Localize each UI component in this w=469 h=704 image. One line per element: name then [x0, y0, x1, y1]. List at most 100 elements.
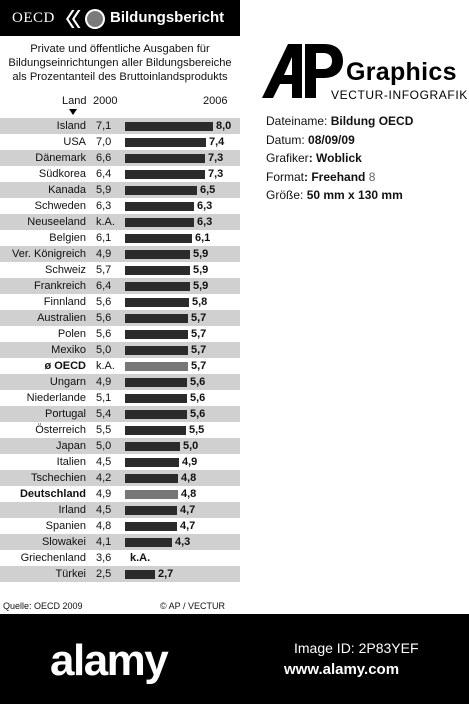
- country-label: Ungarn: [49, 376, 86, 388]
- country-label: Ver. Königreich: [12, 248, 86, 260]
- value-2006-label: 7,3: [208, 168, 224, 180]
- subtitle-line: als Prozentanteil des Bruttoinlandsprodu…: [12, 71, 228, 83]
- value-2000: 5,0: [96, 344, 112, 356]
- country-label: Kanada: [48, 184, 86, 196]
- bar-2006: [125, 346, 188, 355]
- bar-2006: [125, 250, 190, 259]
- country-label: Japan: [56, 440, 86, 452]
- table-row: Dänemark 6,6 7,3: [0, 150, 240, 166]
- chart-subtitle: Private und öffentliche Ausgaben für Bil…: [0, 42, 240, 84]
- table-row: ø OECD k.A. 5,7: [0, 358, 240, 374]
- country-label: Australien: [37, 312, 86, 324]
- value-2000: 6,4: [96, 280, 112, 292]
- meta-groesse: Größe: 50 mm x 130 mm: [266, 186, 413, 205]
- table-row: Italien 4,5 4,9: [0, 454, 240, 470]
- meta-value: : Woblick: [308, 151, 362, 166]
- table-row: Tschechien 4,2 4,8: [0, 470, 240, 486]
- value-2000: 5,0: [96, 440, 112, 452]
- bar-2006: [125, 314, 188, 323]
- table-row: Japan 5,0 5,0: [0, 438, 240, 454]
- meta-label: Größe:: [266, 188, 304, 203]
- value-2006-label: 5,6: [190, 408, 206, 420]
- table-row: Österreich 5,5 5,5: [0, 422, 240, 438]
- value-2006-label: 6,3: [197, 216, 213, 228]
- country-label: Südkorea: [38, 168, 86, 180]
- value-2000: 5,5: [96, 424, 112, 436]
- country-label: Österreich: [35, 424, 86, 436]
- country-label: Polen: [57, 328, 86, 340]
- country-label: Portugal: [45, 408, 86, 420]
- column-header-land: Land: [62, 95, 87, 107]
- value-2000: 5,4: [96, 408, 112, 420]
- value-2006-label: 5,9: [193, 280, 209, 292]
- value-2006-label: 5,0: [183, 440, 199, 452]
- bar-2006: [125, 138, 206, 147]
- country-label: Belgien: [49, 232, 86, 244]
- value-2000: 6,1: [96, 232, 112, 244]
- meta-format-version: 8: [368, 169, 376, 184]
- bar-2006: [125, 570, 155, 579]
- table-row: Griechenland 3,6 k.A.: [0, 550, 240, 566]
- value-2006-label: 4,8: [181, 488, 197, 500]
- value-2006-label: 4,9: [182, 456, 198, 468]
- ap-graphics-logo: Graphics VECTUR-INFOGRAFIK: [262, 44, 468, 102]
- bar-2006: [125, 362, 188, 371]
- bar-2006: [125, 330, 188, 339]
- table-row: Neuseeland k.A. 6,3: [0, 214, 240, 230]
- value-2000: 5,6: [96, 312, 112, 324]
- image-id: Image ID: 2P83YEF: [294, 640, 419, 656]
- meta-label: Datum:: [266, 132, 305, 147]
- value-2006-label: 6,5: [200, 184, 216, 196]
- chart-title: Bildungsbericht: [110, 9, 225, 26]
- country-label: Deutschland: [19, 488, 86, 500]
- meta-label: Format: [266, 169, 305, 184]
- value-2006-label: 5,6: [190, 392, 206, 404]
- meta-label: Grafiker: [266, 151, 309, 166]
- banner-url[interactable]: www.alamy.com: [284, 661, 400, 678]
- subtitle-line: Private und öffentliche Ausgaben für: [30, 43, 210, 55]
- bar-2006: [125, 298, 189, 307]
- value-2006-label: 4,3: [175, 536, 191, 548]
- country-label: ø OECD: [44, 360, 86, 372]
- value-2006-label: 5,7: [191, 344, 207, 356]
- bar-2006: [125, 122, 213, 131]
- table-row: Irland 4,5 4,7: [0, 502, 240, 518]
- value-2006-label: 8,0: [216, 120, 232, 132]
- bar-2006: [125, 154, 205, 163]
- ap-logo-icon: [262, 44, 343, 98]
- bar-2006: [125, 234, 192, 243]
- bar-2006: [125, 410, 187, 419]
- column-header-2006: 2006: [203, 95, 228, 107]
- subtitle-line: Bildungseinrichtungen aller Bildungsbere…: [8, 57, 232, 69]
- value-2000: 4,5: [96, 456, 112, 468]
- bar-2006: [125, 282, 190, 291]
- meta-value: 08/09/09: [308, 132, 355, 147]
- alamy-logo: alamy: [50, 636, 169, 685]
- value-2006-label: 2,7: [158, 568, 174, 580]
- meta-dateiname: Dateiname: Bildung OECD: [266, 112, 413, 131]
- bar-2006: [125, 202, 194, 211]
- country-label: Spanien: [45, 520, 86, 532]
- bar-2006: [125, 394, 187, 403]
- country-label: Türkei: [55, 568, 86, 580]
- meta-value: 50 mm x 130 mm: [306, 188, 403, 203]
- table-row: Mexiko 5,0 5,7: [0, 342, 240, 358]
- value-2000: 6,3: [96, 200, 112, 212]
- bar-2006: [125, 170, 205, 179]
- infographic: OECD Bildungsbericht Private und öffentl…: [0, 0, 240, 614]
- country-label: Griechenland: [20, 552, 86, 564]
- copyright-note: © AP / VECTUR: [160, 601, 225, 611]
- value-2000: 5,1: [96, 392, 112, 404]
- country-label: Slowakei: [41, 536, 86, 548]
- bar-2006: [125, 474, 178, 483]
- value-2006-label: 5,8: [192, 296, 208, 308]
- value-2006-label: k.A.: [130, 552, 151, 564]
- table-row: Südkorea 6,4 7,3: [0, 166, 240, 182]
- bar-2006: [125, 458, 179, 467]
- meta-label: Dateiname:: [266, 114, 328, 128]
- value-2006-label: 5,6: [190, 376, 206, 388]
- value-2006-label: 5,9: [193, 264, 209, 276]
- value-2006-label: 7,3: [208, 152, 224, 164]
- table-row: Ungarn 4,9 5,6: [0, 374, 240, 390]
- stock-banner: alamy Image ID: 2P83YEF www.alamy.com: [0, 614, 469, 704]
